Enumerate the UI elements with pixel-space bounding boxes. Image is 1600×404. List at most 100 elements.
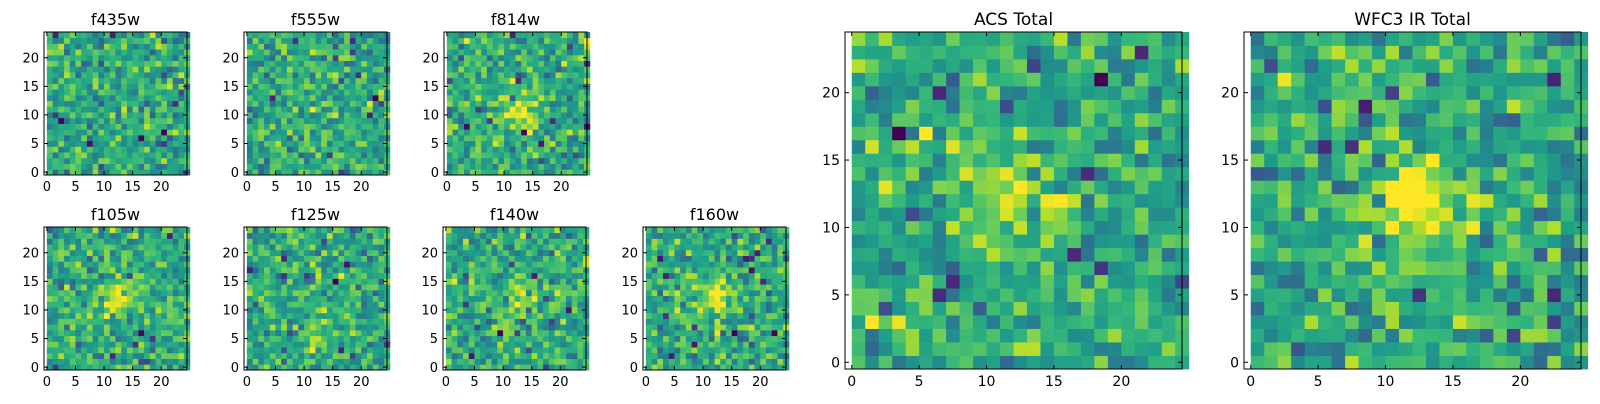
pixel-cell — [304, 267, 310, 273]
pixel-cell — [81, 158, 87, 164]
pixel-cell — [104, 61, 110, 67]
pixel-cell — [544, 169, 550, 175]
pixel-cell — [555, 353, 561, 359]
pixel-cell — [150, 164, 156, 170]
pixel-cell — [766, 296, 772, 302]
pixel-cell — [457, 278, 463, 284]
pixel-cell — [543, 364, 549, 370]
pixel-cell — [973, 302, 987, 316]
pixel-cell — [378, 353, 384, 359]
pixel-cell — [469, 233, 475, 239]
pixel-cell — [674, 278, 680, 284]
pixel-cell — [692, 359, 698, 365]
pixel-cell — [361, 89, 367, 95]
pixel-cell — [879, 356, 893, 370]
pixel-cell — [161, 256, 167, 262]
pixel-cell — [503, 273, 509, 279]
pixel-cell — [663, 284, 669, 290]
pixel-cell — [652, 273, 658, 279]
pixel-cell — [344, 61, 350, 67]
pixel-cell — [281, 324, 287, 330]
pixel-cell — [133, 319, 139, 325]
pixel-cell — [316, 101, 322, 107]
pixel-cell — [852, 234, 866, 248]
pixel-cell — [93, 32, 99, 38]
pixel-cell — [173, 324, 179, 330]
pixel-cell — [310, 141, 316, 147]
pixel-cell — [556, 38, 562, 44]
pixel-cell — [879, 302, 893, 316]
pixel-cell — [556, 55, 562, 61]
pixel-cell — [127, 49, 133, 55]
pixel-cell — [156, 38, 162, 44]
pixel-cell — [144, 301, 150, 307]
pixel-cell — [304, 101, 310, 107]
pixel-cell — [946, 167, 960, 181]
pixel-cell — [503, 233, 509, 239]
pixel-cell — [475, 169, 481, 175]
pixel-cell — [543, 238, 549, 244]
pixel-cell — [361, 112, 367, 118]
y-tick-label: 5 — [630, 332, 638, 347]
pixel-cell — [555, 313, 561, 319]
pixel-cell — [138, 250, 144, 256]
pixel-cell — [556, 129, 562, 135]
pixel-cell — [304, 238, 310, 244]
pixel-cell — [503, 353, 509, 359]
pixel-cell — [475, 141, 481, 147]
pixel-cell — [338, 319, 344, 325]
pixel-cell — [367, 324, 373, 330]
pixel-cell — [156, 135, 162, 141]
pixel-cell — [144, 49, 150, 55]
pixel-cell — [680, 278, 686, 284]
pixel-cell — [960, 194, 974, 208]
pixel-cell — [1121, 167, 1135, 181]
pixel-cell — [150, 273, 156, 279]
pixel-cell — [287, 307, 293, 313]
pixel-cell — [144, 129, 150, 135]
pixel-cell — [1121, 275, 1135, 289]
pixel-cell — [475, 66, 481, 72]
pixel-cell — [247, 330, 253, 336]
pixel-cell — [64, 301, 70, 307]
pixel-cell — [452, 267, 458, 273]
pixel-cell — [344, 43, 350, 49]
pixel-cell — [287, 301, 293, 307]
pixel-cell — [510, 83, 516, 89]
pixel-cell — [697, 347, 703, 353]
pixel-cell — [58, 135, 64, 141]
pixel-cell — [138, 284, 144, 290]
pixel-cell — [281, 261, 287, 267]
pixel-cell — [298, 238, 304, 244]
pixel-cell — [110, 141, 116, 147]
pixel-cell — [287, 169, 293, 175]
pixel-cell — [150, 301, 156, 307]
pixel-cell — [692, 330, 698, 336]
pixel-cell — [70, 89, 76, 95]
pixel-cell — [481, 152, 487, 158]
pixel-cell — [344, 152, 350, 158]
pixel-cell — [275, 101, 281, 107]
pixel-cell — [316, 341, 322, 347]
pixel-cell — [47, 353, 53, 359]
pixel-cell — [93, 290, 99, 296]
pixel-cell — [167, 118, 173, 124]
pixel-cell — [1135, 180, 1149, 194]
pixel-cell — [669, 256, 675, 262]
pixel-cell — [987, 153, 1001, 167]
pixel-cell — [720, 359, 726, 365]
pixel-cell — [749, 267, 755, 273]
pixel-cell — [715, 250, 721, 256]
pixel-cell — [270, 106, 276, 112]
pixel-cell — [161, 307, 167, 313]
pixel-cell — [133, 296, 139, 302]
pixel-cell — [572, 296, 578, 302]
pixel-cell — [646, 353, 652, 359]
pixel-cell — [121, 124, 127, 130]
pixel-cell — [356, 43, 362, 49]
pixel-cell — [53, 301, 59, 307]
pixel-cell — [657, 313, 663, 319]
pixel-cell — [674, 250, 680, 256]
pixel-cell — [127, 43, 133, 49]
pixel-cell — [378, 135, 384, 141]
